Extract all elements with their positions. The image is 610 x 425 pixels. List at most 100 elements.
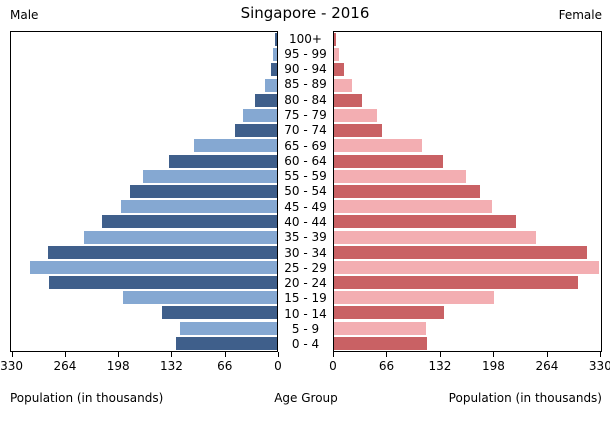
chart-title: Singapore - 2016 <box>240 4 370 22</box>
female-plot-area <box>333 31 602 352</box>
tick-mark <box>493 352 495 357</box>
female-bar-50-54 <box>334 184 480 198</box>
female-bar-row <box>334 199 601 214</box>
male-bar-row <box>11 154 277 169</box>
male-bar-row <box>11 214 277 229</box>
age-group-label: 50 - 54 <box>284 184 327 199</box>
age-group-label: 55 - 59 <box>284 169 327 184</box>
female-bar-85-89 <box>334 78 353 92</box>
female-bar-5-9 <box>334 321 427 335</box>
age-group-label: 80 - 84 <box>284 92 327 107</box>
female-axis-title: Population (in thousands) <box>448 391 602 405</box>
female-bar-40-44 <box>334 215 516 229</box>
female-bar-row <box>334 275 601 290</box>
female-bar-row <box>334 32 601 47</box>
tick-mark <box>278 352 279 357</box>
male-bar-85-89 <box>264 78 277 92</box>
male-bar-35-39 <box>83 230 277 244</box>
male-bar-70-74 <box>234 124 277 138</box>
age-group-label: 95 - 99 <box>284 46 327 61</box>
male-header-label: Male <box>10 8 39 22</box>
female-bar-row <box>334 138 601 153</box>
age-group-label: 20 - 24 <box>284 276 327 291</box>
tick-mark <box>171 352 173 357</box>
tick-label: 264 <box>53 359 77 373</box>
female-bar-row <box>334 321 601 336</box>
female-bar-95-99 <box>334 48 339 62</box>
female-bar-row <box>334 260 601 275</box>
tick-mark <box>333 352 334 357</box>
female-bar-20-24 <box>334 276 578 290</box>
female-bar-row <box>334 154 601 169</box>
female-bar-row <box>334 123 601 138</box>
female-bar-30-34 <box>334 245 588 259</box>
female-bar-100+ <box>334 33 337 47</box>
female-bar-row <box>334 78 601 93</box>
tick-mark <box>11 352 13 357</box>
tick-mark <box>224 352 226 357</box>
male-bar-row <box>11 229 277 244</box>
male-bar-50-54 <box>130 184 277 198</box>
tick-label: 132 <box>159 359 183 373</box>
female-bar-row <box>334 305 601 320</box>
female-bar-row <box>334 184 601 199</box>
male-bar-5-9 <box>180 321 277 335</box>
tick-label: 0 <box>274 359 282 373</box>
male-bar-row <box>11 123 277 138</box>
female-bar-row <box>334 336 601 351</box>
female-bar-row <box>334 214 601 229</box>
female-header-label: Female <box>558 8 602 22</box>
male-bar-60-64 <box>168 154 277 168</box>
male-bar-40-44 <box>102 215 277 229</box>
female-axis-tick-labels: 0 66 132 198 264 330 <box>329 359 610 374</box>
female-bar-70-74 <box>334 124 383 138</box>
male-bar-20-24 <box>48 276 277 290</box>
female-bar-35-39 <box>334 230 536 244</box>
age-group-label: 30 - 34 <box>284 245 327 260</box>
male-bar-15-19 <box>123 291 277 305</box>
male-bar-95-99 <box>273 48 277 62</box>
tick-label: 330 <box>0 359 24 373</box>
male-bar-row <box>11 245 277 260</box>
female-bar-25-29 <box>334 260 599 274</box>
age-group-label: 100+ <box>289 31 322 46</box>
female-bar-10-14 <box>334 306 445 320</box>
tick-label: 66 <box>378 359 395 373</box>
male-bar-row <box>11 47 277 62</box>
age-group-label: 25 - 29 <box>284 260 327 275</box>
male-bar-row <box>11 275 277 290</box>
female-axis-ticks <box>333 352 602 357</box>
male-bar-row <box>11 62 277 77</box>
female-bar-row <box>334 245 601 260</box>
tick-label: 330 <box>588 359 610 373</box>
age-group-label: 15 - 19 <box>284 291 327 306</box>
male-bar-row <box>11 290 277 305</box>
female-bar-55-59 <box>334 169 466 183</box>
male-axis-ticks <box>10 352 279 357</box>
male-bar-10-14 <box>162 306 277 320</box>
age-group-label: 0 - 4 <box>291 337 320 352</box>
male-bar-row <box>11 336 277 351</box>
age-group-label: 60 - 64 <box>284 153 327 168</box>
male-bar-row <box>11 138 277 153</box>
age-group-label: 35 - 39 <box>284 230 327 245</box>
tick-mark <box>546 352 548 357</box>
female-bar-row <box>334 62 601 77</box>
female-bar-45-49 <box>334 200 492 214</box>
male-bar-80-84 <box>254 93 277 107</box>
female-bar-row <box>334 290 601 305</box>
tick-mark <box>64 352 66 357</box>
male-bar-30-34 <box>47 245 277 259</box>
age-group-label: 40 - 44 <box>284 215 327 230</box>
male-bar-row <box>11 169 277 184</box>
male-bar-65-69 <box>194 139 277 153</box>
age-group-label: 70 - 74 <box>284 123 327 138</box>
male-bar-row <box>11 93 277 108</box>
male-bar-row <box>11 184 277 199</box>
tick-mark <box>386 352 388 357</box>
tick-label: 0 <box>329 359 337 373</box>
female-bar-65-69 <box>334 139 422 153</box>
age-group-axis-title: Age Group <box>274 391 338 405</box>
male-bar-row <box>11 199 277 214</box>
